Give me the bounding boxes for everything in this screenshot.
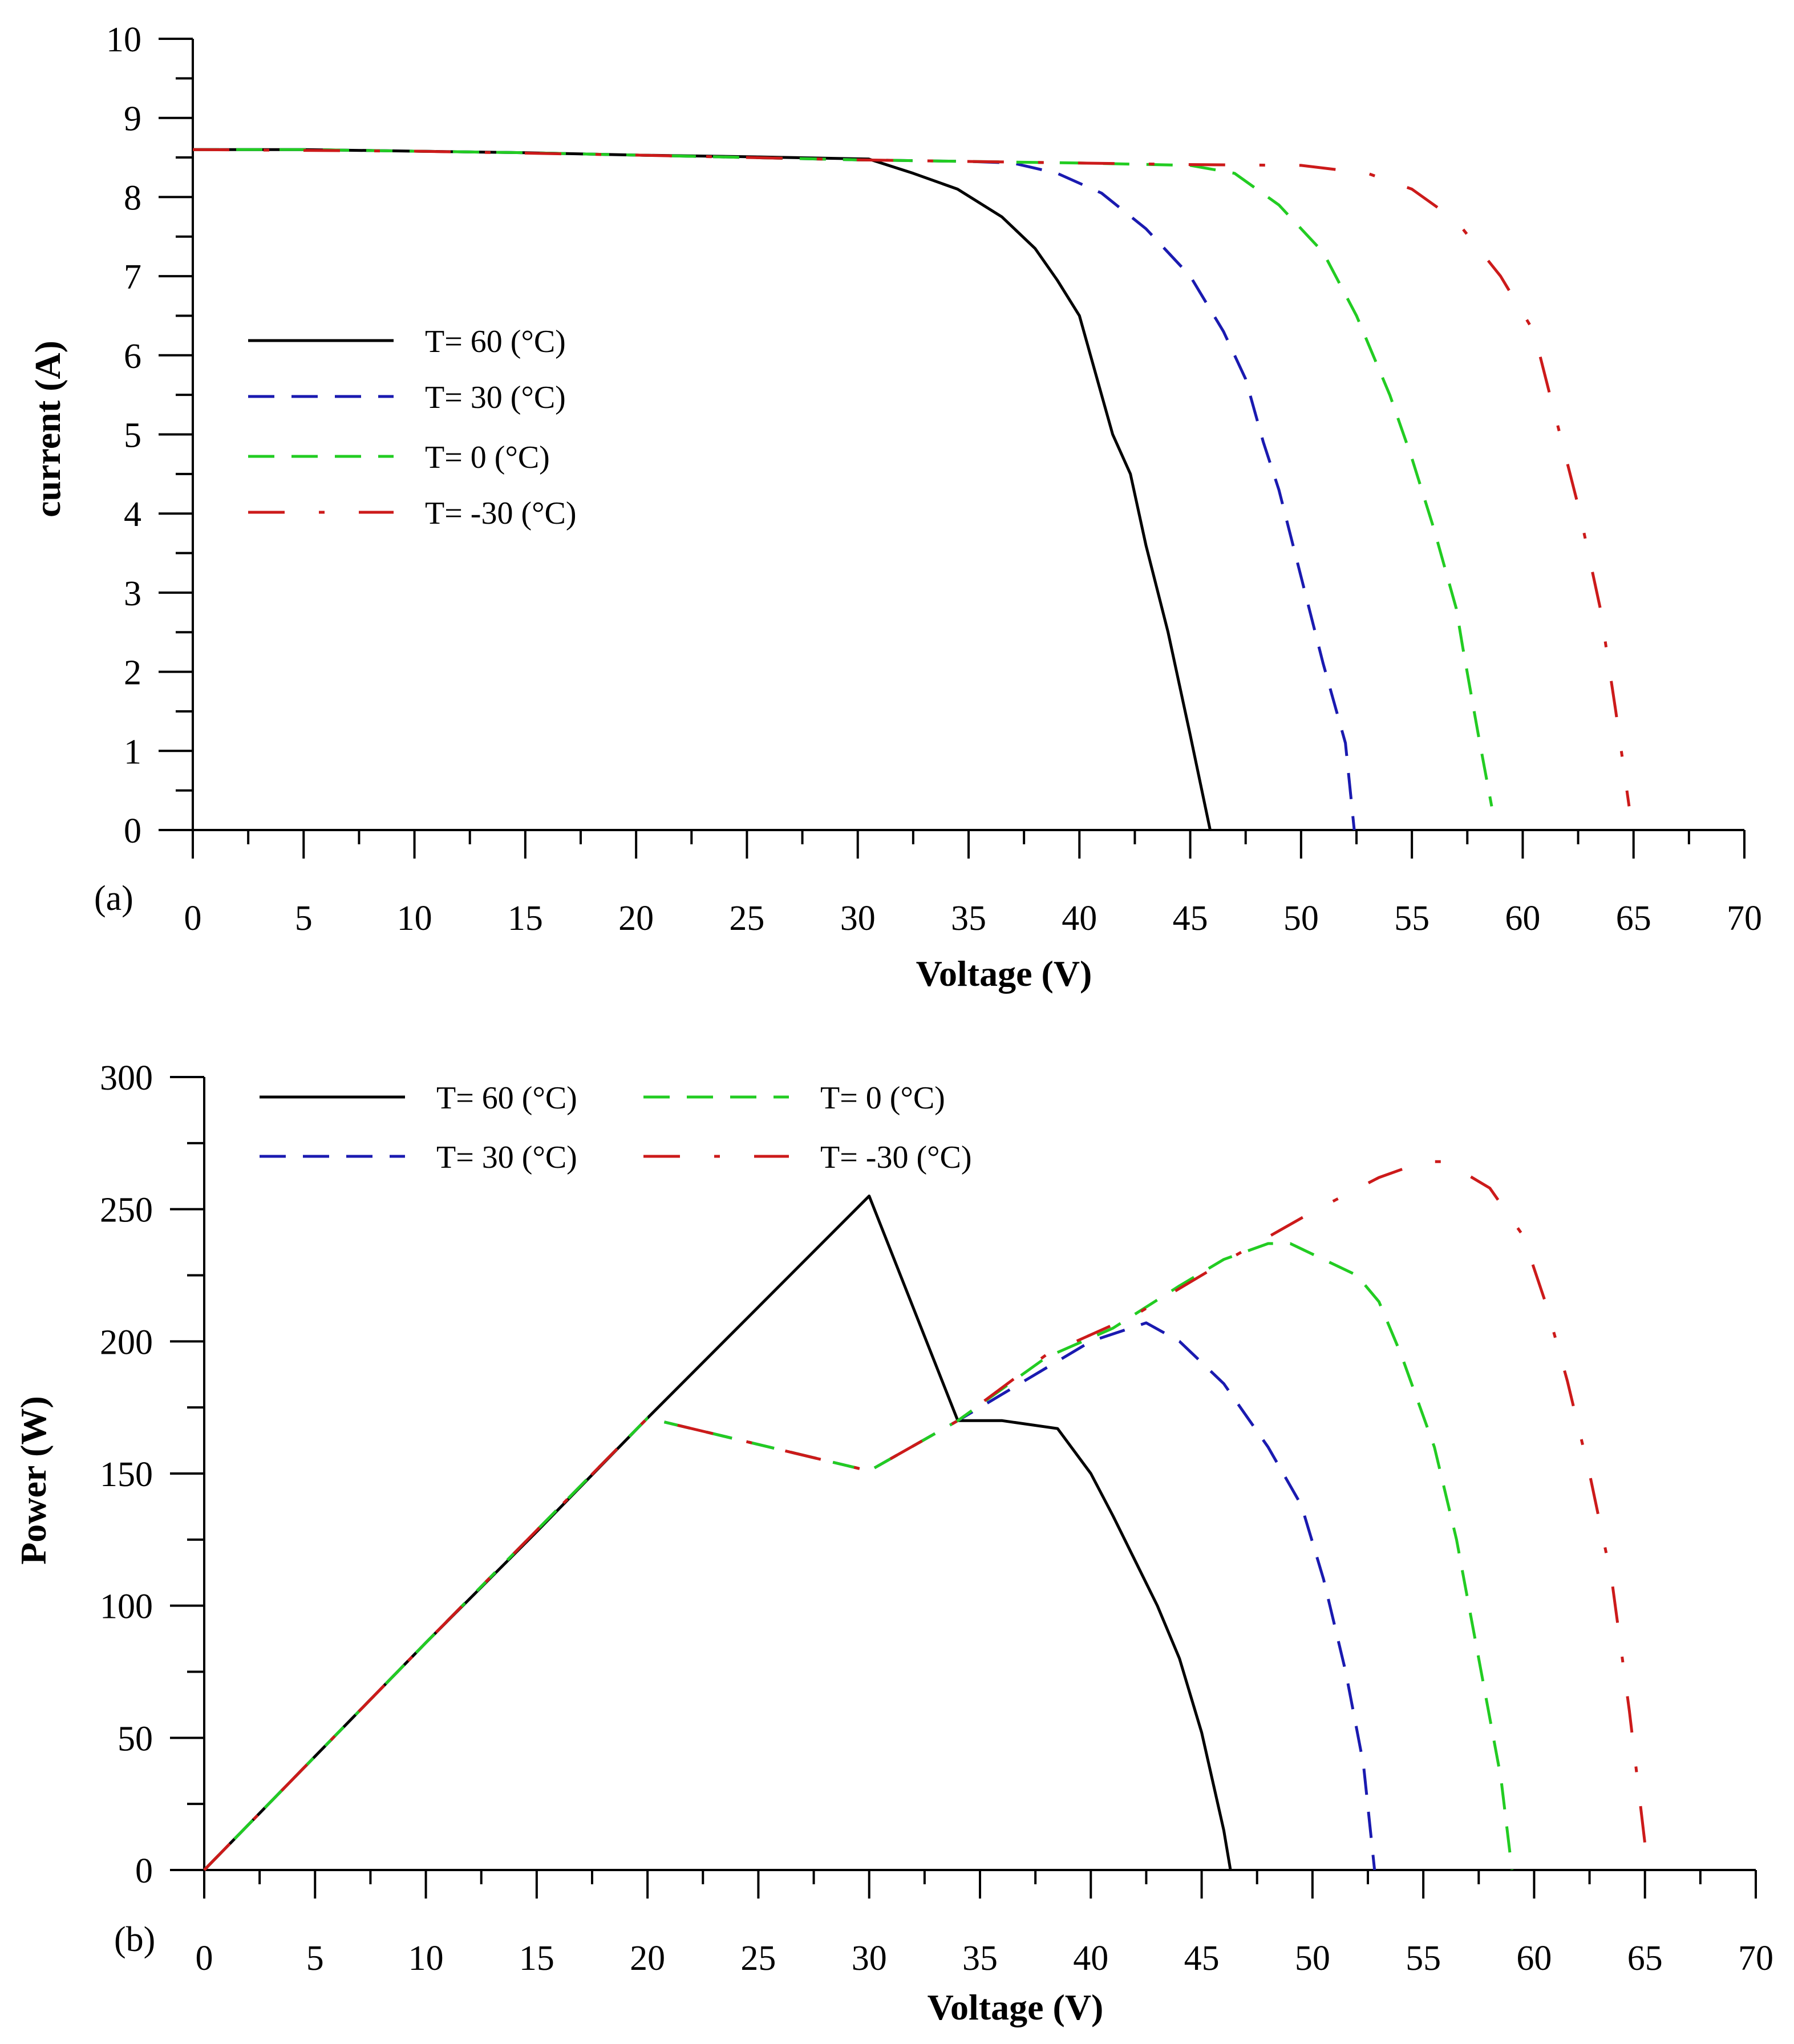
- panel-a-x-tick-label: 30: [840, 899, 876, 938]
- panel-b-power-voltage-chart: (b) Voltage (V) Power (W) 0 5 10 15 20 25 30 35…: [13, 1059, 1773, 2027]
- panel-a-y-tick-label: 10: [106, 21, 141, 59]
- panel-a-legend-label: T= -30 (°C): [425, 496, 576, 531]
- panel-b-y-tick-label: 200: [100, 1323, 153, 1362]
- panel-a-x-tick-label: 65: [1616, 899, 1651, 938]
- panel-b-x-tick-label: 35: [962, 1939, 998, 1978]
- panel-a-x-tick-label: 55: [1394, 899, 1429, 938]
- panel-b-y-axis-title: Power (W): [13, 1396, 54, 1565]
- panel-a-y-tick-label: 6: [124, 337, 141, 376]
- panel-b-x-tick-label: 25: [740, 1939, 776, 1978]
- panel-a-x-tick-label: 45: [1173, 899, 1208, 938]
- panel-a-x-tick-label: 0: [184, 899, 202, 938]
- panel-b-series-line-t0: [203, 1242, 1514, 1871]
- panel-a-label: (a): [94, 879, 133, 918]
- panel-a-x-tick-label: 40: [1062, 899, 1097, 938]
- panel-b-x-tick-label: 45: [1184, 1939, 1220, 1978]
- panel-b-x-tick-label: 0: [196, 1939, 213, 1978]
- panel-a-legend-label: T= 60 (°C): [425, 324, 566, 359]
- panel-a-y-tick-label: 7: [124, 258, 141, 297]
- panel-b-x-tick-label: 10: [408, 1939, 444, 1978]
- panel-b-series-line-t30: [203, 1321, 1376, 1871]
- panel-b-series-line-t60: [203, 1195, 1232, 1871]
- panel-b-x-tick-label: 15: [519, 1939, 554, 1978]
- panel-a-x-tick-label: 70: [1727, 899, 1762, 938]
- panel-a-x-tick-label: 5: [295, 899, 313, 938]
- panel-a-x-tick-label: 25: [729, 899, 764, 938]
- panel-b-x-tick-label: 65: [1627, 1939, 1663, 1978]
- panel-a-x-tick-label: 60: [1505, 899, 1540, 938]
- panel-a-y-tick-label: 1: [124, 732, 141, 771]
- panel-a-series-line-t30: [193, 148, 1356, 831]
- panel-b-x-tick-label: 20: [630, 1939, 665, 1978]
- panel-a-legend-label: T= 30 (°C): [425, 380, 566, 415]
- panel-b-legend-label: T= 60 (°C): [436, 1080, 577, 1116]
- panel-b-x-tick-label: 50: [1295, 1939, 1330, 1978]
- panel-b-x-tick-label: 40: [1073, 1939, 1108, 1978]
- panel-b-legend-label: T= 30 (°C): [436, 1140, 577, 1175]
- panel-b-x-tick-label: 55: [1406, 1939, 1441, 1978]
- panel-a-series-line-t0: [193, 148, 1493, 807]
- panel-b-y-tick-label: 300: [100, 1059, 153, 1098]
- panel-a-y-tick-label: 4: [124, 495, 141, 534]
- panel-a-x-tick-label: 35: [951, 899, 986, 938]
- panel-b-legend-label: T= 0 (°C): [820, 1080, 945, 1116]
- panel-b-y-tick-label: 100: [100, 1588, 153, 1626]
- panel-b-x-tick-label: 60: [1516, 1939, 1552, 1978]
- panel-b-label: (b): [114, 1920, 155, 1959]
- panel-a-current-voltage-chart: (a) Voltage (V) current (A) 0 5 10 15 20 25 30…: [27, 21, 1762, 994]
- panel-a-x-tick-label: 15: [508, 899, 543, 938]
- panel-b-legend-label: T= -30 (°C): [820, 1140, 971, 1175]
- panel-b-x-tick-label: 30: [852, 1939, 887, 1978]
- panel-a-y-axis-title: current (A): [27, 341, 68, 517]
- panel-b-series-line-t-30: [203, 1160, 1647, 1871]
- panel-b-x-tick-label: 70: [1738, 1939, 1773, 1978]
- panel-a-x-tick-label: 10: [397, 899, 432, 938]
- panel-a-y-tick-label: 0: [124, 812, 141, 851]
- panel-a-y-tick-label: 5: [124, 416, 141, 455]
- panel-b-x-tick-label: 5: [306, 1939, 324, 1978]
- panel-a-y-tick-label: 2: [124, 654, 141, 693]
- panel-b-y-tick-label: 50: [118, 1719, 153, 1758]
- panel-a-legend-label: T= 0 (°C): [425, 440, 550, 475]
- panel-b-y-tick-label: 250: [100, 1191, 153, 1230]
- panel-b-y-tick-label: 150: [100, 1455, 153, 1494]
- panel-b-x-axis-title: Voltage (V): [928, 1987, 1104, 2027]
- panel-a-x-axis-title: Voltage (V): [916, 953, 1092, 994]
- panel-b-y-tick-label: 0: [135, 1852, 153, 1891]
- panel-a-x-tick-label: 50: [1283, 899, 1319, 938]
- panel-a-series-line-t60: [193, 148, 1212, 831]
- panel-a-y-tick-label: 3: [124, 574, 141, 613]
- panel-a-y-tick-label: 9: [124, 100, 141, 139]
- panel-a-x-tick-label: 20: [618, 899, 654, 938]
- panel-a-y-tick-label: 8: [124, 179, 141, 217]
- panel-a-series-line-t-30: [192, 148, 1631, 807]
